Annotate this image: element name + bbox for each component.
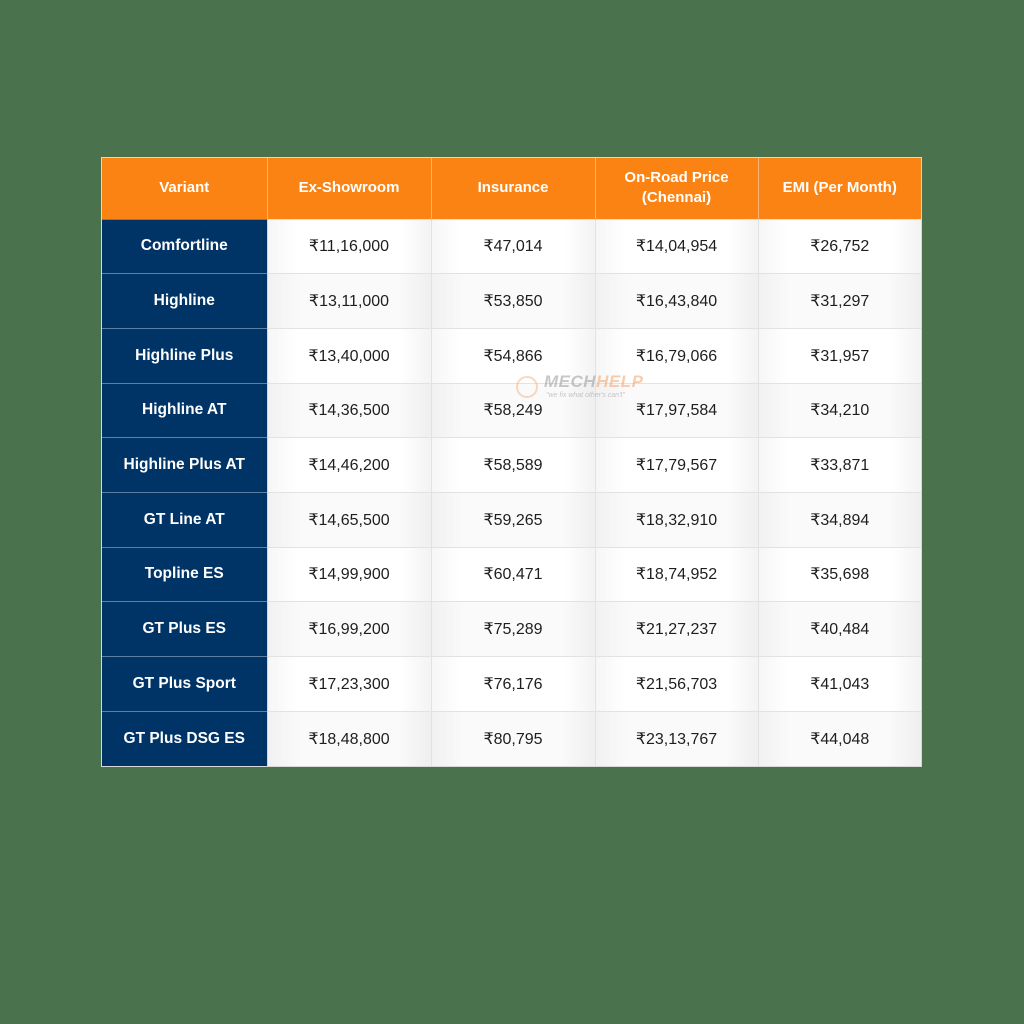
ex-showroom-cell: ₹14,36,500: [267, 382, 432, 438]
variant-cell: GT Line AT: [102, 491, 268, 548]
table-row: GT Plus Sport ₹17,23,300 ₹76,176 ₹21,56,703…: [102, 656, 921, 712]
table-row: Comfortline ₹11,16,000 ₹47,014 ₹14,04,954 ₹2…: [102, 218, 921, 274]
header-insurance: Insurance: [431, 158, 596, 219]
price-table: Variant Ex-Showroom Insurance On-Road Pr…: [102, 158, 921, 766]
insurance-cell: ₹76,176: [431, 656, 596, 712]
insurance-cell: ₹58,589: [431, 437, 596, 493]
ex-showroom-cell: ₹13,40,000: [267, 327, 432, 384]
header-emi: EMI (Per Month): [758, 158, 921, 219]
insurance-cell: ₹47,014: [431, 218, 596, 274]
variant-cell: Topline ES: [102, 546, 268, 602]
insurance-cell: ₹58,249: [431, 382, 596, 438]
table-row: GT Plus ES ₹16,99,200 ₹75,289 ₹21,27,237 ₹40…: [102, 601, 921, 657]
on-road-price-cell: ₹23,13,767: [595, 710, 759, 766]
ex-showroom-cell: ₹11,16,000: [267, 218, 432, 274]
insurance-cell: ₹75,289: [431, 601, 596, 657]
on-road-price-cell: ₹14,04,954: [595, 218, 759, 274]
variant-cell: Highline: [102, 273, 268, 329]
variant-cell: Comfortline: [102, 218, 268, 274]
variant-cell: Highline AT: [102, 382, 268, 438]
table-row: Highline AT ₹14,36,500 ₹58,249 ₹17,97,584 ₹3…: [102, 382, 921, 438]
table-body: Comfortline ₹11,16,000 ₹47,014 ₹14,04,954 ₹2…: [102, 218, 921, 766]
header-on-road-line1: On-Road Price: [624, 169, 729, 187]
on-road-price-cell: ₹21,27,237: [595, 601, 759, 657]
header-on-road-price: On-Road Price (Chennai): [595, 158, 759, 219]
emi-cell: ₹44,048: [758, 710, 921, 766]
emi-cell: ₹31,957: [758, 327, 921, 384]
ex-showroom-cell: ₹13,11,000: [267, 273, 432, 329]
emi-cell: ₹35,698: [758, 546, 921, 602]
on-road-price-cell: ₹16,79,066: [595, 327, 759, 384]
insurance-cell: ₹54,866: [431, 327, 596, 384]
on-road-price-cell: ₹17,97,584: [595, 382, 759, 438]
emi-cell: ₹31,297: [758, 273, 921, 329]
variant-cell: GT Plus DSG ES: [102, 710, 268, 766]
on-road-price-cell: ₹21,56,703: [595, 656, 759, 712]
ex-showroom-cell: ₹16,99,200: [267, 601, 432, 657]
ex-showroom-cell: ₹14,46,200: [267, 437, 432, 493]
variant-cell: GT Plus ES: [102, 601, 268, 657]
price-table-container: Variant Ex-Showroom Insurance On-Road Pr…: [101, 157, 922, 767]
ex-showroom-cell: ₹17,23,300: [267, 656, 432, 712]
variant-cell: Highline Plus: [102, 327, 268, 384]
emi-cell: ₹33,871: [758, 437, 921, 493]
emi-cell: ₹26,752: [758, 218, 921, 274]
header-row: Variant Ex-Showroom Insurance On-Road Pr…: [102, 158, 921, 219]
emi-cell: ₹34,210: [758, 382, 921, 438]
header-variant: Variant: [102, 158, 268, 219]
on-road-price-cell: ₹16,43,840: [595, 273, 759, 329]
emi-cell: ₹41,043: [758, 656, 921, 712]
on-road-price-cell: ₹17,79,567: [595, 437, 759, 493]
insurance-cell: ₹60,471: [431, 546, 596, 602]
insurance-cell: ₹53,850: [431, 273, 596, 329]
insurance-cell: ₹59,265: [431, 491, 596, 548]
on-road-price-cell: ₹18,32,910: [595, 491, 759, 548]
table-row: GT Plus DSG ES ₹18,48,800 ₹80,795 ₹23,13,76…: [102, 710, 921, 766]
ex-showroom-cell: ₹14,99,900: [267, 546, 432, 602]
table-row: Highline Plus AT ₹14,46,200 ₹58,589 ₹17,79,…: [102, 437, 921, 493]
table-row: Highline Plus ₹13,40,000 ₹54,866 ₹16,79,066…: [102, 327, 921, 384]
emi-cell: ₹40,484: [758, 601, 921, 657]
table-header: Variant Ex-Showroom Insurance On-Road Pr…: [102, 158, 921, 219]
header-ex-showroom: Ex-Showroom: [267, 158, 432, 219]
variant-cell: Highline Plus AT: [102, 437, 268, 493]
emi-cell: ₹34,894: [758, 491, 921, 548]
ex-showroom-cell: ₹18,48,800: [267, 710, 432, 766]
ex-showroom-cell: ₹14,65,500: [267, 491, 432, 548]
variant-cell: GT Plus Sport: [102, 656, 268, 712]
table-row: GT Line AT ₹14,65,500 ₹59,265 ₹18,32,910 ₹34…: [102, 491, 921, 548]
on-road-price-cell: ₹18,74,952: [595, 546, 759, 602]
insurance-cell: ₹80,795: [431, 710, 596, 766]
header-on-road-line2: (Chennai): [641, 189, 712, 207]
table-row: Topline ES ₹14,99,900 ₹60,471 ₹18,74,952 ₹35…: [102, 546, 921, 602]
table-row: Highline ₹13,11,000 ₹53,850 ₹16,43,840 ₹31,2…: [102, 273, 921, 329]
